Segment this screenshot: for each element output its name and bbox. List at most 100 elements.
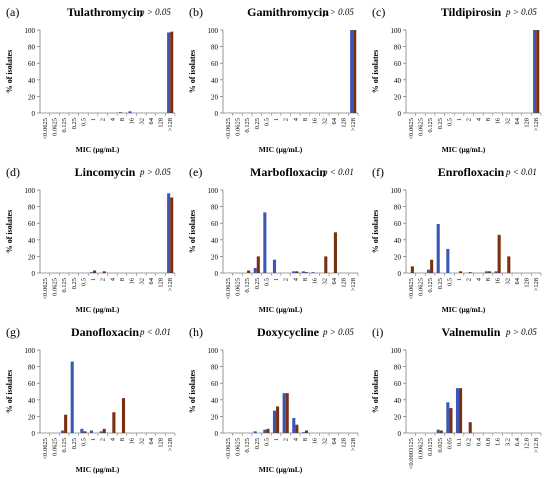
- x-tick-label: 4: [109, 277, 116, 281]
- x-tick-label: 0.5: [263, 278, 270, 286]
- y-tick-label: 100: [391, 27, 402, 35]
- x-tick-label: 0.0625: [417, 278, 424, 296]
- x-tick-label: 6.4: [514, 437, 521, 446]
- x-tick-label: >128: [350, 278, 357, 291]
- x-tick-label: <0.0625: [408, 118, 415, 140]
- bar: [272, 259, 277, 273]
- bar: [468, 422, 472, 433]
- x-tick-label: 0.25: [254, 278, 261, 289]
- y-tick-label: 20: [28, 93, 36, 101]
- bar: [487, 271, 492, 273]
- y-tick-label: 80: [211, 204, 219, 212]
- x-tick-label: 4: [109, 117, 116, 121]
- x-tick-label: 64: [331, 277, 338, 284]
- x-tick-label: 0.25: [254, 438, 261, 449]
- bar: [256, 256, 260, 273]
- x-tick-label: 1: [273, 438, 280, 441]
- y-axis-label: % of isolates: [5, 370, 14, 414]
- y-tick-label: 0: [215, 430, 219, 438]
- x-tick-label: 1.6: [495, 437, 502, 446]
- x-tick-label: <0.0625: [42, 438, 49, 460]
- y-tick-label: 80: [211, 44, 219, 52]
- x-tick-label: 32: [138, 118, 145, 125]
- y-tick-label: 80: [394, 364, 402, 372]
- x-tick-label: 8: [302, 278, 309, 281]
- bar: [459, 388, 463, 433]
- chart-title: Gamithromycin: [247, 5, 329, 19]
- bar: [61, 430, 65, 433]
- bar: [102, 428, 106, 433]
- y-tick-label: 60: [28, 220, 36, 228]
- bar: [99, 431, 103, 433]
- y-tick-label: 40: [28, 77, 36, 85]
- bar: [263, 429, 267, 433]
- bar: [333, 232, 337, 273]
- chart-panel: (d) Lincomycin p > 0.05 0 20 40 60 80 100 % of is…: [5, 165, 176, 314]
- y-tick-label: 20: [28, 413, 36, 421]
- bar: [89, 430, 94, 433]
- bar: [468, 272, 472, 273]
- y-axis-label: % of isolates: [188, 50, 197, 94]
- x-tick-label: 1: [90, 278, 97, 281]
- bar: [311, 272, 315, 273]
- x-tick-label: 0.5: [80, 438, 87, 446]
- bar: [247, 270, 251, 273]
- x-tick-label: 1: [456, 118, 463, 121]
- bar: [167, 193, 171, 273]
- x-axis-label: MIC (μg/mL): [442, 145, 486, 154]
- y-tick-label: 20: [394, 93, 402, 101]
- x-axis-label: MIC (μg/mL): [442, 305, 486, 314]
- bar: [285, 393, 289, 433]
- x-tick-label: 128: [341, 278, 348, 288]
- bar: [295, 424, 299, 433]
- y-tick-label: 40: [394, 237, 402, 245]
- p-value-label: p > 0.05: [139, 167, 171, 177]
- y-tick-label: 100: [391, 347, 402, 355]
- bar: [427, 269, 431, 273]
- x-tick-label: 32: [138, 438, 145, 445]
- x-tick-label: 2: [283, 278, 290, 281]
- bar: [304, 272, 309, 273]
- chart-title: Marbofloxacin: [250, 165, 326, 179]
- bar: [282, 393, 286, 433]
- x-tick-label: 16: [495, 277, 502, 284]
- bar: [83, 431, 87, 433]
- x-tick-label: >12.8: [533, 438, 540, 453]
- x-tick-label: 4: [109, 437, 116, 441]
- x-tick-label: 4: [292, 437, 299, 441]
- y-tick-label: 20: [28, 253, 36, 261]
- y-tick-label: 40: [28, 397, 36, 405]
- x-tick-label: 0.5: [80, 118, 87, 126]
- y-tick-label: 80: [394, 44, 402, 52]
- y-tick-label: 100: [25, 347, 36, 355]
- x-tick-label: 64: [148, 277, 155, 284]
- x-tick-label: <0.0625: [408, 278, 415, 300]
- x-tick-label: 4: [292, 117, 299, 121]
- x-tick-label: 32: [321, 118, 328, 125]
- x-tick-label: 0.0625: [51, 118, 58, 136]
- y-tick-label: 80: [394, 204, 402, 212]
- panel-label: (i): [372, 325, 383, 339]
- y-tick-label: 40: [211, 237, 219, 245]
- panel-label: (g): [6, 325, 20, 339]
- y-tick-label: 60: [28, 60, 36, 68]
- x-tick-label: 0.5: [80, 278, 87, 286]
- x-tick-label: 128: [158, 278, 165, 288]
- p-value-label: p < 0.01: [322, 167, 354, 177]
- y-tick-label: 20: [394, 413, 402, 421]
- bar: [276, 406, 280, 433]
- x-tick-label: 8: [119, 278, 126, 281]
- x-tick-label: 8: [119, 438, 126, 441]
- p-value-label: p > 0.05: [322, 7, 354, 17]
- x-tick-label: 0.0625: [417, 118, 424, 136]
- bar: [446, 402, 450, 433]
- x-tick-label: 0.0625: [234, 438, 241, 456]
- bar: [536, 30, 540, 113]
- chart-panel: (g) Danofloxacin p < 0.01 0 20 40 60 80 100 % of …: [5, 325, 176, 474]
- y-tick-label: 100: [208, 347, 219, 355]
- y-axis-label: % of isolates: [188, 370, 197, 414]
- x-tick-label: 0.125: [427, 278, 434, 293]
- x-tick-label: >128: [350, 438, 357, 451]
- y-tick-label: 0: [215, 270, 219, 278]
- y-tick-label: 0: [32, 430, 36, 438]
